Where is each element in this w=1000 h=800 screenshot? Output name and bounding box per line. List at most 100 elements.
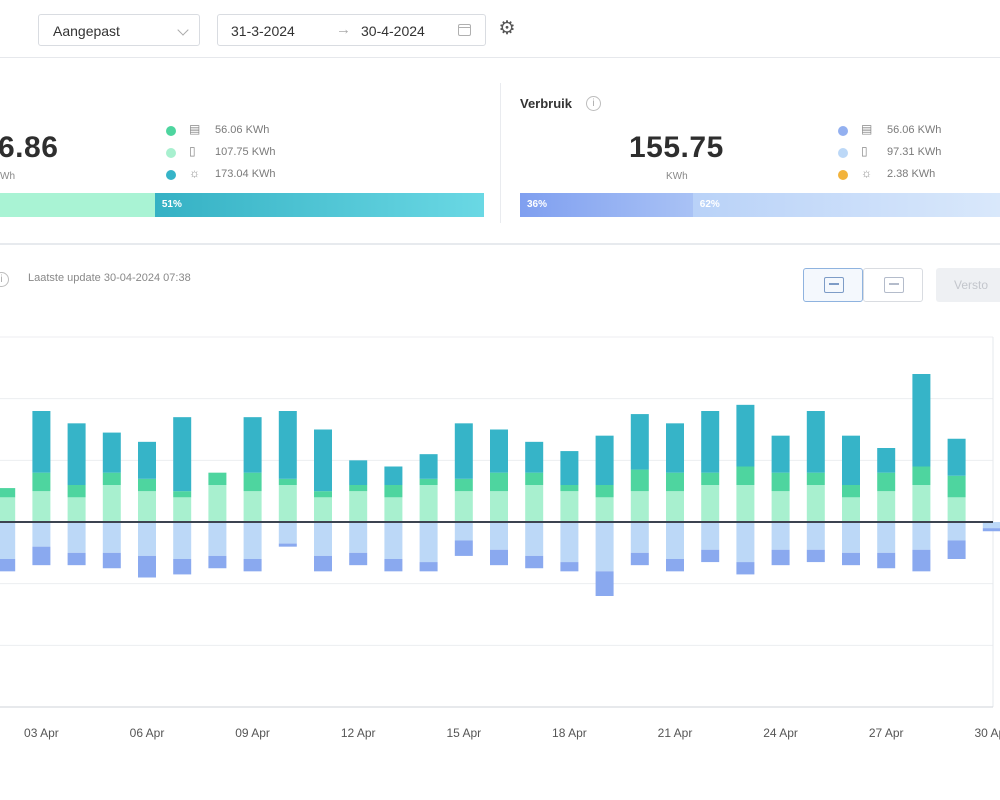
bar-segment — [454, 522, 473, 541]
bar-segment — [842, 552, 860, 566]
bar-segment — [138, 555, 156, 578]
bar-segment — [314, 555, 332, 572]
bar-segment — [560, 562, 579, 572]
bar-segment — [419, 485, 438, 522]
consumption-total: 155.75 — [629, 131, 724, 164]
bar-segment — [173, 559, 192, 575]
bar-segment — [490, 491, 508, 522]
bar-segment — [243, 491, 262, 522]
bar-segment — [525, 522, 544, 556]
bar-segment — [67, 522, 86, 553]
bar-segment — [138, 441, 156, 479]
bar-segment — [525, 485, 544, 522]
bar-segment — [560, 451, 579, 485]
consumption-unit: KWh — [666, 171, 688, 182]
legend-value: 56.06 KWh — [215, 124, 270, 136]
production-total: 6.86 — [0, 131, 59, 164]
ratio-segment: 51% — [154, 193, 484, 217]
bar-segment — [419, 478, 438, 485]
filter-bar: Aangepast 31-3-2024 → 30-4-2024 ⚙ — [0, 0, 1000, 58]
chevron-down-icon — [177, 24, 189, 36]
bar-segment — [454, 491, 473, 522]
bar-segment — [806, 522, 825, 550]
bar-segment — [525, 441, 544, 473]
line-view-button[interactable] — [863, 268, 923, 302]
bar-segment — [736, 404, 755, 467]
consumption-title: Verbruik — [520, 96, 573, 111]
energy-chart: 03 Apr 06 Apr 09 Apr 12 Apr 15 Apr 18 Apr 21 A… — [0, 320, 1000, 750]
bar-segment — [912, 549, 931, 572]
date-range-picker[interactable]: 31-3-2024 → 30-4-2024 — [217, 14, 486, 46]
bar-segment — [877, 522, 896, 553]
bar-segment — [243, 559, 262, 572]
bar-segment — [771, 435, 790, 473]
bar-segment — [278, 522, 297, 544]
bar-segment — [842, 497, 860, 522]
solar-icon: ☼ — [861, 166, 872, 180]
battery-icon: ▯ — [189, 144, 196, 158]
bar-segment — [947, 475, 966, 498]
bar-segment — [771, 472, 790, 492]
bar-segment — [384, 485, 403, 498]
bar-segment — [314, 497, 332, 522]
bar-segment — [630, 491, 649, 522]
date-from[interactable]: 31-3-2024 — [231, 23, 295, 39]
bar-segment — [138, 478, 156, 492]
bar-segment — [771, 522, 790, 550]
bar-segment — [0, 488, 16, 498]
bar-segment — [595, 571, 614, 596]
bar-segment — [278, 411, 297, 479]
date-to[interactable]: 30-4-2024 — [361, 23, 425, 39]
bar-segment — [454, 540, 473, 556]
info-icon[interactable]: i — [586, 96, 601, 111]
bar-segment — [349, 491, 368, 522]
bar-segment — [32, 411, 51, 473]
bar-segment — [806, 485, 825, 522]
bar-segment — [32, 546, 51, 566]
bar-segment — [454, 423, 473, 479]
bar-segment — [278, 485, 297, 522]
bar-segment — [490, 472, 508, 492]
bar-segment — [67, 423, 86, 485]
solar-icon: ☼ — [189, 166, 200, 180]
bar-segment — [560, 485, 579, 492]
bar-segment — [419, 562, 438, 572]
bar-segment — [912, 522, 931, 550]
bar-segment — [419, 454, 438, 479]
calendar-icon[interactable] — [458, 24, 471, 36]
bar-segment — [947, 438, 966, 476]
bar-segment — [806, 472, 825, 485]
bar-segment — [630, 469, 649, 492]
bar-segment — [349, 460, 368, 485]
bar-segment — [32, 472, 51, 492]
grid-export-icon: ▤ — [189, 122, 201, 136]
bar-segment — [349, 522, 368, 553]
bar-segment — [877, 448, 896, 473]
bar-segment — [208, 485, 227, 522]
bar-segment — [912, 485, 931, 522]
bar-segment — [701, 472, 720, 485]
legend-dot — [838, 126, 848, 136]
bar-view-button[interactable] — [803, 268, 863, 302]
export-button[interactable]: Versto — [936, 268, 1000, 302]
bar-segment — [208, 472, 227, 485]
ratio-segment — [0, 193, 155, 217]
bar-segment — [630, 414, 649, 470]
bar-segment — [806, 549, 825, 563]
info-icon[interactable]: i — [0, 272, 9, 287]
summary-cards: 6.86 Wh ▤ 56.06 KWh ▯ 107.75 KWh ☼ 173.0… — [0, 59, 1000, 245]
bar-segment — [666, 522, 684, 559]
bar-segment — [560, 491, 579, 522]
bar-segment — [102, 432, 121, 473]
bar-segment — [736, 562, 755, 575]
gear-icon[interactable]: ⚙ — [498, 18, 516, 39]
period-select[interactable]: Aangepast — [38, 14, 200, 46]
bar-segment — [102, 485, 121, 522]
bar-segment — [278, 543, 297, 547]
production-ratio-bar: 51% — [0, 193, 484, 217]
x-tick-label: 06 Apr — [130, 726, 165, 740]
bar-segment — [701, 411, 720, 473]
line-chart-icon — [884, 277, 904, 293]
bar-segment — [736, 522, 755, 563]
bar-segment — [490, 549, 508, 566]
